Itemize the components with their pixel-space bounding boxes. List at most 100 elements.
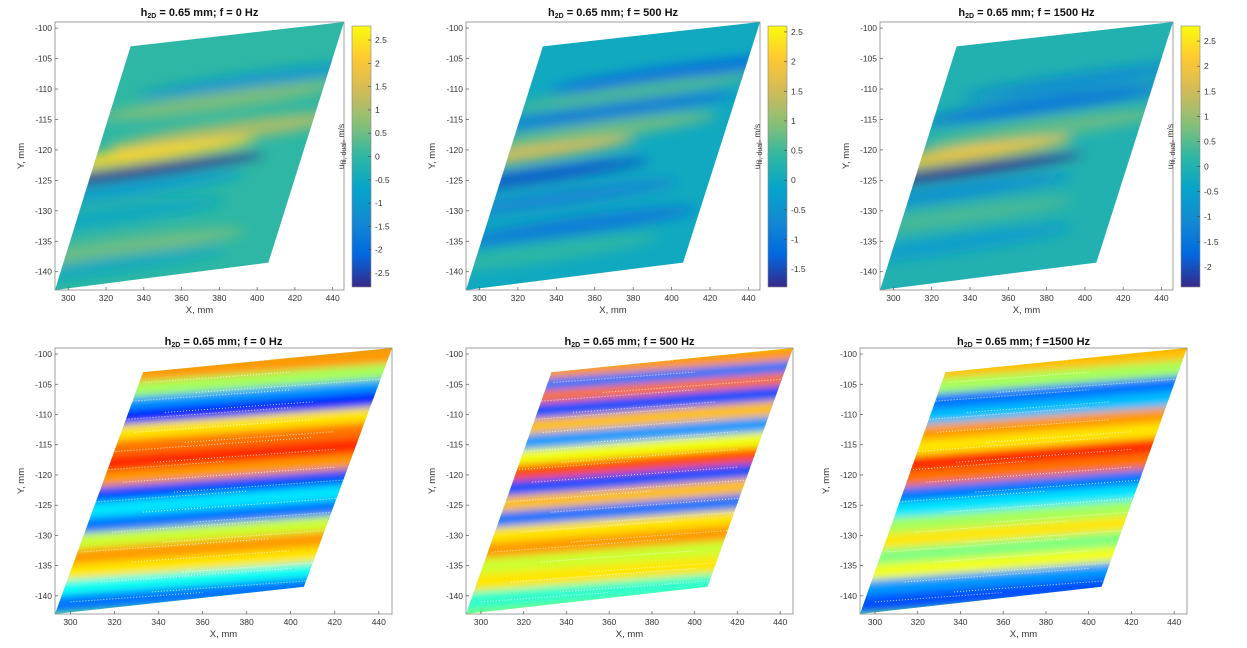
- y-tick-label: -115: [36, 114, 53, 124]
- y-tick-label: -110: [841, 410, 858, 420]
- flow-band: [55, 419, 392, 463]
- x-tick-label: 380: [1040, 293, 1054, 303]
- flow-band: [108, 112, 344, 152]
- flow-band: [860, 540, 1187, 584]
- streak-line: [560, 579, 717, 593]
- flow-band: [55, 510, 392, 553]
- streak-line: [502, 490, 652, 503]
- colorbar-tick-label: 0.5: [1204, 136, 1216, 146]
- y-tick-label: -140: [840, 591, 857, 601]
- x-tick-label: 380: [645, 617, 659, 627]
- streak-line: [72, 460, 225, 473]
- axes-frame: [879, 21, 1174, 291]
- streak-line: [896, 490, 1046, 503]
- y-tick-label: -105: [840, 379, 857, 389]
- y-tick-label: -115: [447, 440, 464, 450]
- streak-line: [103, 436, 313, 453]
- x-tick-label: 300: [868, 617, 882, 627]
- x-tick-label: 300: [472, 293, 486, 303]
- streak-line: [145, 371, 291, 383]
- flow-band: [55, 389, 392, 432]
- streak-line: [996, 377, 1187, 393]
- y-axis-label: Y, mm: [16, 143, 27, 169]
- y-tick-label: -130: [446, 206, 463, 216]
- streak-line: [562, 448, 738, 463]
- y-tick-label: -110: [36, 410, 53, 420]
- flow-band: [860, 480, 1187, 523]
- colorbar-tick-label: 2: [1204, 61, 1209, 71]
- flow-band: [466, 459, 793, 502]
- y-tick-label: -140: [446, 267, 463, 277]
- streak-line: [81, 538, 269, 553]
- streak-line: [874, 591, 1004, 603]
- streak-line: [915, 520, 1068, 533]
- x-tick-label: 360: [588, 293, 602, 303]
- x-tick-label: 400: [1078, 293, 1092, 303]
- flow-band: [510, 73, 756, 111]
- velocity-field: [880, 22, 1173, 290]
- flow-band: [860, 374, 1187, 417]
- streak-line: [602, 377, 793, 393]
- y-tick-label: -100: [446, 349, 463, 359]
- flow-band: [99, 82, 340, 121]
- streak-line: [123, 466, 335, 483]
- flow-band: [55, 362, 392, 405]
- x-tick-label: 340: [559, 617, 573, 627]
- x-tick-label: 300: [61, 293, 75, 303]
- flow-band: [55, 540, 392, 584]
- colorbar-tick-label: 1.5: [1204, 86, 1216, 96]
- y-tick-label: -135: [35, 236, 52, 246]
- flow-band: [466, 234, 660, 273]
- x-tick-label: 300: [63, 617, 77, 627]
- flow-band: [136, 61, 344, 99]
- colorbar: 2.5 2 1.5 1 0.5 0 -0.5 -1 -1.5 ufil, dual, m/s: [752, 25, 806, 288]
- y-tick-label: -125: [446, 500, 463, 510]
- flow-band: [860, 495, 1187, 538]
- x-tick-label: 360: [602, 617, 616, 627]
- colorbar-tick-label: 2: [375, 58, 380, 68]
- y-tick-label: -135: [840, 561, 857, 571]
- colorbar-tick-label: -1.5: [1204, 237, 1219, 247]
- x-tick-label: 340: [137, 293, 151, 303]
- y-tick-label: -140: [35, 591, 52, 601]
- colorbar-tick-label: 0.5: [375, 128, 387, 138]
- y-tick-label: -110: [447, 410, 464, 420]
- x-tick-label: 340: [151, 617, 165, 627]
- y-axis-label: Y, mm: [841, 143, 852, 169]
- x-axis-label: X, mm: [210, 629, 238, 640]
- streak-line: [510, 567, 695, 583]
- x-tick-label: 420: [703, 293, 717, 303]
- x-axis-label: X, mm: [1010, 629, 1038, 640]
- flow-band: [924, 85, 1169, 124]
- streak-line: [114, 389, 291, 403]
- flow-band: [860, 510, 1187, 553]
- x-tick-label: 300: [886, 293, 900, 303]
- y-tick-label: -130: [446, 530, 463, 540]
- flow-band: [924, 109, 1169, 148]
- x-tick-label: 420: [328, 617, 342, 627]
- colorbar-tick-label: -2: [375, 245, 383, 255]
- y-axis-label: Y, mm: [427, 143, 438, 169]
- colorbar-tick-label: 0: [791, 175, 796, 185]
- x-tick-label: 420: [1116, 293, 1130, 303]
- streak-line: [521, 520, 674, 533]
- x-tick-label: 440: [1167, 617, 1181, 627]
- colorbar-tick-label: 1.5: [375, 82, 387, 92]
- flow-band: [860, 359, 1187, 402]
- colorbar-tick-label: 2.5: [1204, 36, 1216, 46]
- x-tick-label: 380: [240, 617, 254, 627]
- panel-6: 300 320 340 360 380 400 420 440 -100 -105 -110 -115…: [821, 336, 1188, 640]
- y-tick-label: -105: [446, 54, 463, 64]
- streak-line: [195, 377, 392, 393]
- y-tick-label: -130: [860, 206, 877, 216]
- flow-band: [55, 435, 392, 478]
- x-tick-label: 320: [925, 293, 939, 303]
- x-axis-label: X, mm: [186, 305, 214, 316]
- streak-line: [173, 478, 357, 493]
- x-tick-label: 340: [549, 293, 563, 303]
- panel-title: h2D = 0.65 mm; f = 0 Hz: [165, 336, 283, 349]
- flow-band: [466, 489, 793, 532]
- y-tick-label: -130: [840, 530, 857, 540]
- y-tick-label: -100: [840, 349, 857, 359]
- x-tick-label: 420: [288, 293, 302, 303]
